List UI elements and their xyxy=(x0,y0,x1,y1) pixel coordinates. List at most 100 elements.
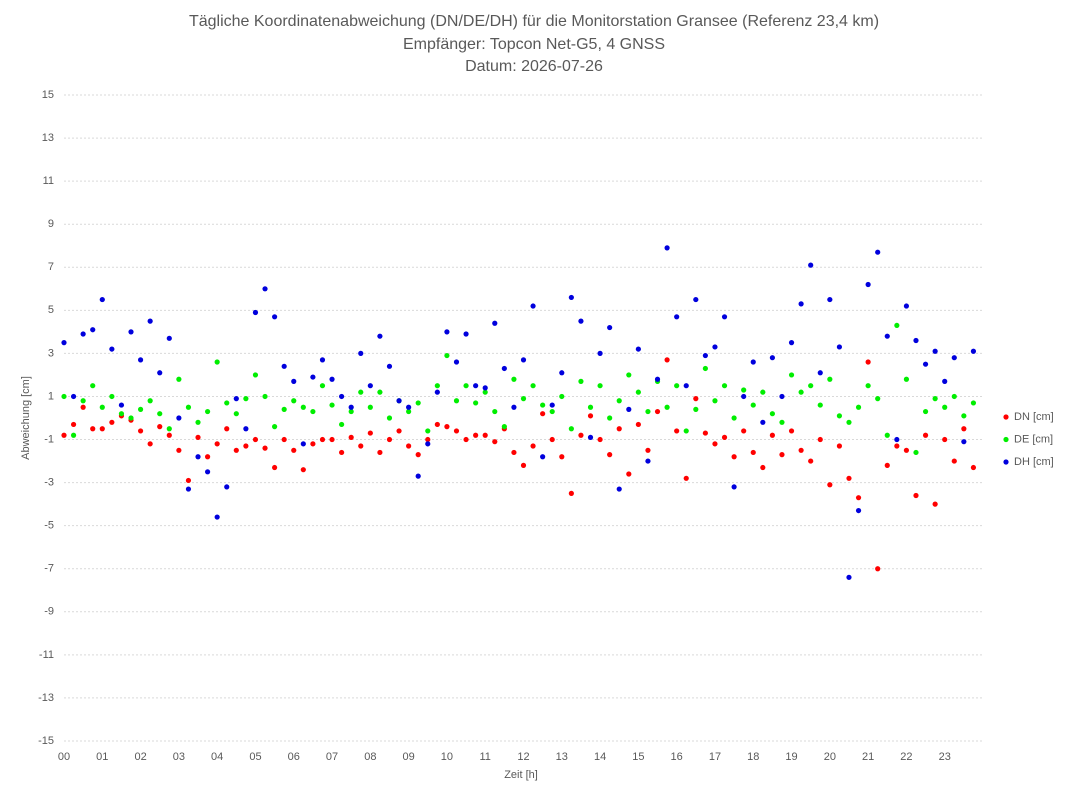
point xyxy=(549,408,555,415)
point xyxy=(444,424,450,430)
point xyxy=(195,434,201,440)
point xyxy=(520,462,527,468)
point xyxy=(511,449,517,456)
point xyxy=(137,406,144,412)
point xyxy=(358,389,364,395)
point xyxy=(61,432,67,438)
point xyxy=(157,424,163,430)
point xyxy=(779,419,785,425)
point xyxy=(204,454,211,460)
point xyxy=(741,387,747,393)
point xyxy=(224,484,230,490)
point xyxy=(396,398,402,404)
x-tick-label: 19 xyxy=(785,751,797,763)
point xyxy=(597,436,603,443)
point xyxy=(185,486,192,492)
y-tick-label: 15 xyxy=(42,89,54,101)
point xyxy=(530,303,536,309)
y-tick-label: -7 xyxy=(44,563,54,575)
point xyxy=(453,428,460,434)
point xyxy=(233,396,239,402)
point xyxy=(903,447,910,453)
point xyxy=(568,490,574,496)
point xyxy=(769,432,775,438)
point xyxy=(664,357,670,363)
point xyxy=(654,376,661,382)
point xyxy=(473,432,479,438)
point xyxy=(415,452,421,458)
point xyxy=(635,389,641,395)
point xyxy=(90,327,96,333)
point xyxy=(252,372,259,378)
point xyxy=(654,408,661,415)
point xyxy=(310,374,316,380)
point xyxy=(951,458,957,464)
point xyxy=(425,428,431,434)
x-axis-label: Zeit [h] xyxy=(504,769,538,781)
point xyxy=(827,296,833,303)
point xyxy=(903,376,910,382)
point xyxy=(367,404,373,410)
point xyxy=(798,301,804,307)
point xyxy=(520,396,527,402)
point xyxy=(463,331,469,337)
point xyxy=(358,350,364,356)
point xyxy=(664,404,670,410)
point xyxy=(492,439,498,445)
point xyxy=(942,378,948,384)
x-tick-label: 17 xyxy=(709,751,721,763)
point xyxy=(788,340,795,346)
point xyxy=(310,408,316,415)
x-tick-label: 10 xyxy=(441,751,453,763)
point xyxy=(482,432,488,438)
point xyxy=(90,426,96,432)
point xyxy=(272,314,278,320)
x-tick-label: 20 xyxy=(824,751,836,763)
point xyxy=(166,432,172,438)
point xyxy=(865,383,871,389)
y-axis-label: Abweichung [cm] xyxy=(20,376,32,460)
point xyxy=(530,443,536,449)
point xyxy=(721,434,728,440)
point xyxy=(70,432,77,438)
point xyxy=(760,419,766,425)
point xyxy=(913,492,919,499)
point xyxy=(501,424,507,430)
point xyxy=(875,249,881,255)
point xyxy=(578,378,584,384)
chart-title: Tägliche Koordinatenabweichung (DN/DE/DH… xyxy=(189,13,879,30)
point xyxy=(453,359,460,365)
point xyxy=(970,348,977,354)
point xyxy=(674,314,680,320)
point xyxy=(693,396,699,402)
point xyxy=(798,447,804,453)
point xyxy=(243,426,249,432)
point xyxy=(281,436,287,443)
x-tick-label: 15 xyxy=(632,751,644,763)
point xyxy=(664,245,670,251)
point xyxy=(846,475,852,481)
point xyxy=(702,352,708,359)
point xyxy=(444,352,450,359)
y-tick-label: -13 xyxy=(38,692,54,704)
point xyxy=(70,421,77,428)
point xyxy=(549,402,555,408)
point xyxy=(415,400,421,406)
point xyxy=(319,436,326,443)
point xyxy=(367,383,373,389)
point xyxy=(913,449,919,456)
point xyxy=(674,383,680,389)
point xyxy=(616,426,622,432)
point xyxy=(482,385,488,391)
y-tick-label: 1 xyxy=(48,390,54,402)
point xyxy=(396,428,402,434)
legend-marker xyxy=(1003,436,1009,443)
point xyxy=(922,408,929,415)
y-tick-label: -9 xyxy=(44,606,54,618)
point xyxy=(712,398,718,404)
point xyxy=(559,370,565,376)
point xyxy=(712,344,718,350)
point xyxy=(406,408,412,415)
x-tick-label: 03 xyxy=(173,751,185,763)
point xyxy=(377,449,383,456)
